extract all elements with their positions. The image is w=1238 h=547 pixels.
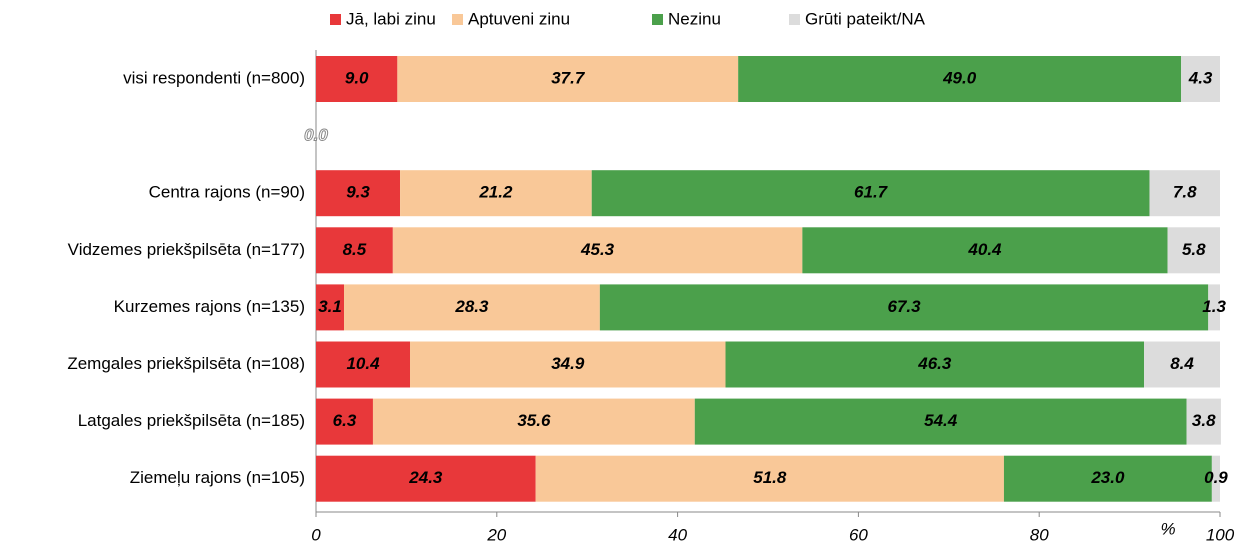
legend-swatch xyxy=(330,14,341,25)
bar-segment xyxy=(372,398,695,445)
data-label: 40.4 xyxy=(967,240,1002,259)
bar-segment xyxy=(316,455,536,502)
bar-segment xyxy=(1003,455,1212,502)
category-label: Ziemeļu rajons (n=105) xyxy=(130,468,305,487)
data-label: 8.5 xyxy=(343,240,367,259)
data-label: 9.3 xyxy=(346,183,370,202)
category-label: visi respondenti (n=800) xyxy=(123,68,305,87)
data-label: 37.7 xyxy=(551,68,586,87)
x-axis-label: % xyxy=(1160,519,1175,538)
x-tick-label: 60 xyxy=(849,525,868,544)
data-label: 61.7 xyxy=(854,183,889,202)
bar-segment xyxy=(316,227,393,274)
category-label: Kurzemes rajons (n=135) xyxy=(114,297,305,316)
data-label: 3.8 xyxy=(1192,411,1216,430)
bar-segment xyxy=(738,56,1182,102)
x-tick-label: 80 xyxy=(1030,525,1049,544)
x-tick-label: 40 xyxy=(668,525,687,544)
bar-segment xyxy=(410,341,726,388)
bar-segment xyxy=(316,56,398,102)
bar-segment xyxy=(1149,170,1220,217)
data-label: 0.9 xyxy=(1204,468,1228,487)
bar-segment xyxy=(1181,56,1220,102)
bar-segment xyxy=(591,170,1150,217)
data-label: 49.0 xyxy=(942,68,977,87)
data-label: 51.8 xyxy=(753,468,787,487)
bar-segment xyxy=(1144,341,1220,388)
data-label: 3.1 xyxy=(318,297,342,316)
data-label: 21.2 xyxy=(478,183,513,202)
data-label: 23.0 xyxy=(1090,468,1125,487)
data-label: 10.4 xyxy=(346,354,380,373)
bar-segment xyxy=(694,398,1187,445)
data-label: 24.3 xyxy=(408,468,443,487)
data-label: 1.3 xyxy=(1202,297,1226,316)
bar-segment xyxy=(599,284,1209,331)
bar-segment xyxy=(1211,455,1220,502)
category-label: Vidzemes priekšpilsēta (n=177) xyxy=(68,240,305,259)
legend-label: Aptuveni zinu xyxy=(468,9,570,28)
bar-segment xyxy=(316,398,373,445)
bar-segment xyxy=(392,227,803,274)
x-tick-label: 0 xyxy=(311,525,321,544)
legend-swatch xyxy=(452,14,463,25)
category-label: Centra rajons (n=90) xyxy=(149,183,305,202)
category-label: Zemgales priekšpilsēta (n=108) xyxy=(67,354,305,373)
data-label: 67.3 xyxy=(888,297,922,316)
legend-label: Jā, labi zinu xyxy=(346,9,436,28)
legend-label: Nezinu xyxy=(668,9,721,28)
bar-segment xyxy=(400,170,592,217)
legend-swatch xyxy=(789,14,800,25)
x-tick-label: 100 xyxy=(1206,525,1235,544)
x-tick-label: 20 xyxy=(486,525,506,544)
data-label: 8.4 xyxy=(1170,354,1194,373)
data-label: 9.0 xyxy=(345,68,369,87)
legend-swatch xyxy=(652,14,663,25)
data-label: 54.4 xyxy=(924,411,958,430)
data-label: 46.3 xyxy=(917,354,952,373)
data-label: 5.8 xyxy=(1182,240,1206,259)
data-label: 35.6 xyxy=(517,411,551,430)
bar-segment xyxy=(802,227,1168,274)
data-label: 28.3 xyxy=(454,297,489,316)
data-label: 6.3 xyxy=(333,411,357,430)
data-label: 45.3 xyxy=(580,240,615,259)
bar-segment xyxy=(344,284,600,331)
bar-segment xyxy=(1208,284,1220,331)
bar-segment xyxy=(725,341,1145,388)
data-label: 7.8 xyxy=(1173,183,1197,202)
bar-segment xyxy=(1186,398,1221,445)
category-label: Latgales priekšpilsēta (n=185) xyxy=(78,411,305,430)
legend-label: Grūti pateikt/NA xyxy=(805,9,926,28)
data-label: 0.0 xyxy=(304,126,328,145)
bar-segment xyxy=(316,341,411,388)
bar-segment xyxy=(316,284,345,331)
data-label: 34.9 xyxy=(551,354,585,373)
bar-segment xyxy=(397,56,739,102)
bar-segment xyxy=(316,170,401,217)
bar-segment xyxy=(535,455,1004,502)
bar-segment xyxy=(1167,227,1220,274)
data-label: 4.3 xyxy=(1188,68,1213,87)
